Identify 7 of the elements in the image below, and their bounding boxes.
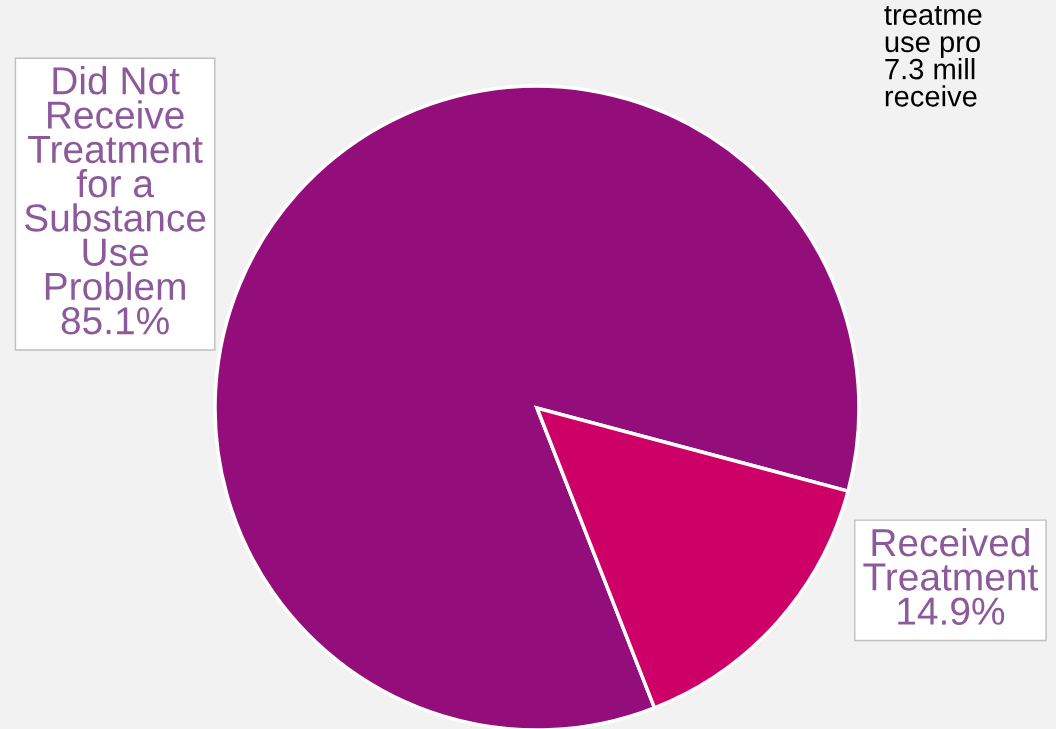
pie-slice (535, 406, 850, 710)
data-label: 14.9% (898, 597, 1005, 625)
text: treatme use pro 7.3 mill receive (884, 5, 982, 107)
pie-slice (213, 84, 861, 729)
slice-label: Received Treatment (863, 527, 1038, 591)
slice-label: Did Not Receive Treatment for a Substance Use Problem (24, 66, 206, 301)
data-label: 85.1% (61, 307, 169, 335)
